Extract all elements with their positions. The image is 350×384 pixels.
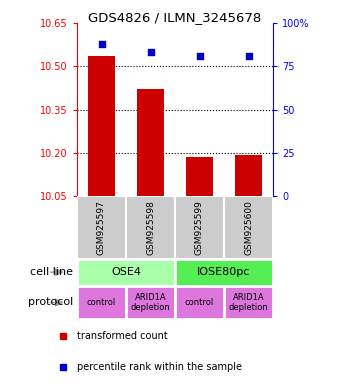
- Bar: [126, 286, 175, 319]
- Bar: [88, 56, 115, 196]
- Text: transformed count: transformed count: [77, 331, 168, 341]
- Bar: [224, 196, 273, 259]
- Bar: [224, 286, 273, 319]
- Text: cell line: cell line: [30, 267, 74, 277]
- Bar: [235, 155, 262, 196]
- Text: GSM925597: GSM925597: [97, 200, 106, 255]
- Text: IOSE80pc: IOSE80pc: [197, 267, 251, 277]
- Point: [148, 50, 153, 56]
- Text: OSE4: OSE4: [111, 267, 141, 277]
- Text: control: control: [185, 298, 214, 307]
- Bar: [186, 157, 213, 196]
- Bar: [77, 286, 126, 319]
- Text: protocol: protocol: [28, 298, 74, 308]
- Point: [246, 53, 251, 59]
- Bar: [175, 196, 224, 259]
- Text: ARID1A
depletion: ARID1A depletion: [229, 293, 268, 312]
- Text: GSM925598: GSM925598: [146, 200, 155, 255]
- Text: ARID1A
depletion: ARID1A depletion: [131, 293, 170, 312]
- Bar: [77, 259, 175, 286]
- Text: GSM925599: GSM925599: [195, 200, 204, 255]
- Bar: [137, 89, 164, 196]
- Bar: [175, 259, 273, 286]
- Point: [99, 41, 104, 47]
- Text: GSM925600: GSM925600: [244, 200, 253, 255]
- Text: GDS4826 / ILMN_3245678: GDS4826 / ILMN_3245678: [88, 12, 262, 25]
- Point: [197, 53, 202, 59]
- Bar: [77, 196, 126, 259]
- Text: percentile rank within the sample: percentile rank within the sample: [77, 362, 242, 372]
- Bar: [175, 286, 224, 319]
- Text: control: control: [87, 298, 116, 307]
- Bar: [126, 196, 175, 259]
